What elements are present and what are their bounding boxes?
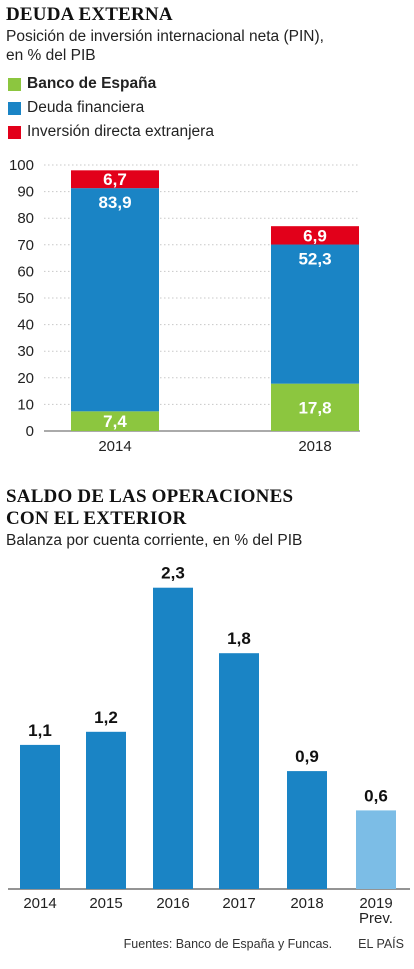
chart1-legend: Banco de España Deuda financiera Inversi… xyxy=(8,72,214,144)
legend-label-inversion-directa: Inversión directa extranjera xyxy=(27,123,214,140)
source-note: Fuentes: Banco de España y Funcas. xyxy=(123,937,333,951)
bar-2018 xyxy=(287,771,327,889)
chart1-subtitle-line1: Posición de inversión internacional neta… xyxy=(6,28,324,45)
bar-2014-banco-de-espana xyxy=(71,411,159,431)
bar-2017 xyxy=(219,653,259,889)
bar-2018-deuda-financiera xyxy=(271,244,359,384)
chart2-plot: 1,1 2014 1,2 2015 2,3 2016 1,8 2017 0,9 2018 0,6 20… xyxy=(8,564,410,925)
bar-2014-inversion-directa-extranjera xyxy=(71,170,159,189)
ytick-label-10: 10 xyxy=(17,396,34,413)
data-label-2014-deuda-financiera: 83,9 xyxy=(98,193,131,212)
data-label-2016: 2,3 xyxy=(161,564,185,583)
data-label-2018-banco-de-espana: 17,8 xyxy=(298,398,331,417)
bar-2019-prev xyxy=(356,810,396,889)
ytick-label-0: 0 xyxy=(26,423,34,440)
ytick-label-100: 100 xyxy=(9,157,34,174)
data-label-2018: 0,9 xyxy=(295,747,319,766)
ytick-label-20: 20 xyxy=(17,370,34,387)
data-label-2014: 1,1 xyxy=(28,721,52,740)
legend-item-inversion-directa: Inversión directa extranjera xyxy=(8,120,214,144)
chart2-subtitle: Balanza por cuenta corriente, en % del P… xyxy=(6,532,303,549)
data-label-2014-banco-de-espana: 7,4 xyxy=(103,412,127,431)
ytick-label-60: 60 xyxy=(17,263,34,280)
xtick-label-2018: 2018 xyxy=(290,895,323,912)
xtick-label-2014: 2014 xyxy=(23,895,56,912)
xtick-label-2018: 2018 xyxy=(298,438,331,455)
legend-swatch-inversion-directa xyxy=(8,125,21,139)
data-label-2017: 1,8 xyxy=(227,629,251,648)
chart1-title: DEUDA EXTERNA xyxy=(6,4,173,25)
ytick-label-50: 50 xyxy=(17,290,34,307)
chart2-title: SALDO DE LAS OPERACIONES CON EL EXTERIOR xyxy=(6,486,293,530)
legend-swatch-deuda-financiera xyxy=(8,101,21,115)
bar-2015 xyxy=(86,731,126,889)
data-label-2018-inversion-directa-extranjera: 6,9 xyxy=(303,226,327,245)
chart2-title-line2: CON EL EXTERIOR xyxy=(6,508,187,529)
bar-2014-deuda-financiera xyxy=(71,188,159,412)
data-label-2018-deuda-financiera: 52,3 xyxy=(298,250,331,269)
ytick-label-30: 30 xyxy=(17,343,34,360)
bar-2016 xyxy=(153,587,193,889)
bar-2018-inversion-directa-extranjera xyxy=(271,226,359,245)
xtick-label-2019-prev: 2019 Prev. xyxy=(359,895,393,925)
chart1-subtitle: Posición de inversión internacional neta… xyxy=(6,27,324,65)
bar-2014 xyxy=(20,744,60,889)
xtick-label-2017: 2017 xyxy=(222,895,255,912)
chart1-plot: 0 10 20 30 40 50 60 70 80 90 100 7,4 83,9 6,7 2014 17,8… xyxy=(9,157,360,455)
legend-item-deuda-financiera: Deuda financiera xyxy=(8,96,214,120)
bar-2018-banco-de-espana xyxy=(271,383,359,431)
xtick-label-2015: 2015 xyxy=(89,895,122,912)
chart1-subtitle-line2: en % del PIB xyxy=(6,47,96,64)
data-label-2019-prev: 0,6 xyxy=(364,786,388,805)
data-label-2015: 1,2 xyxy=(94,708,118,727)
legend-swatch-banco-de-espana xyxy=(8,77,21,91)
legend-label-deuda-financiera: Deuda financiera xyxy=(27,99,145,116)
xtick-label-2014: 2014 xyxy=(98,438,131,455)
chart2-title-line1: SALDO DE LAS OPERACIONES xyxy=(6,486,294,507)
footer: Fuentes: Banco de España y Funcas. EL PAÍ… xyxy=(124,937,404,951)
ytick-label-90: 90 xyxy=(17,184,34,201)
ytick-label-80: 80 xyxy=(17,210,34,227)
xtick-label-2016: 2016 xyxy=(156,895,189,912)
legend-item-banco-de-espana: Banco de España xyxy=(8,72,214,96)
data-label-2014-inversion-directa-extranjera: 6,7 xyxy=(103,170,127,189)
legend-label-banco-de-espana: Banco de España xyxy=(27,75,157,92)
ytick-label-70: 70 xyxy=(17,237,34,254)
ytick-label-40: 40 xyxy=(17,317,34,334)
brand-label: EL PAÍS xyxy=(358,937,404,951)
